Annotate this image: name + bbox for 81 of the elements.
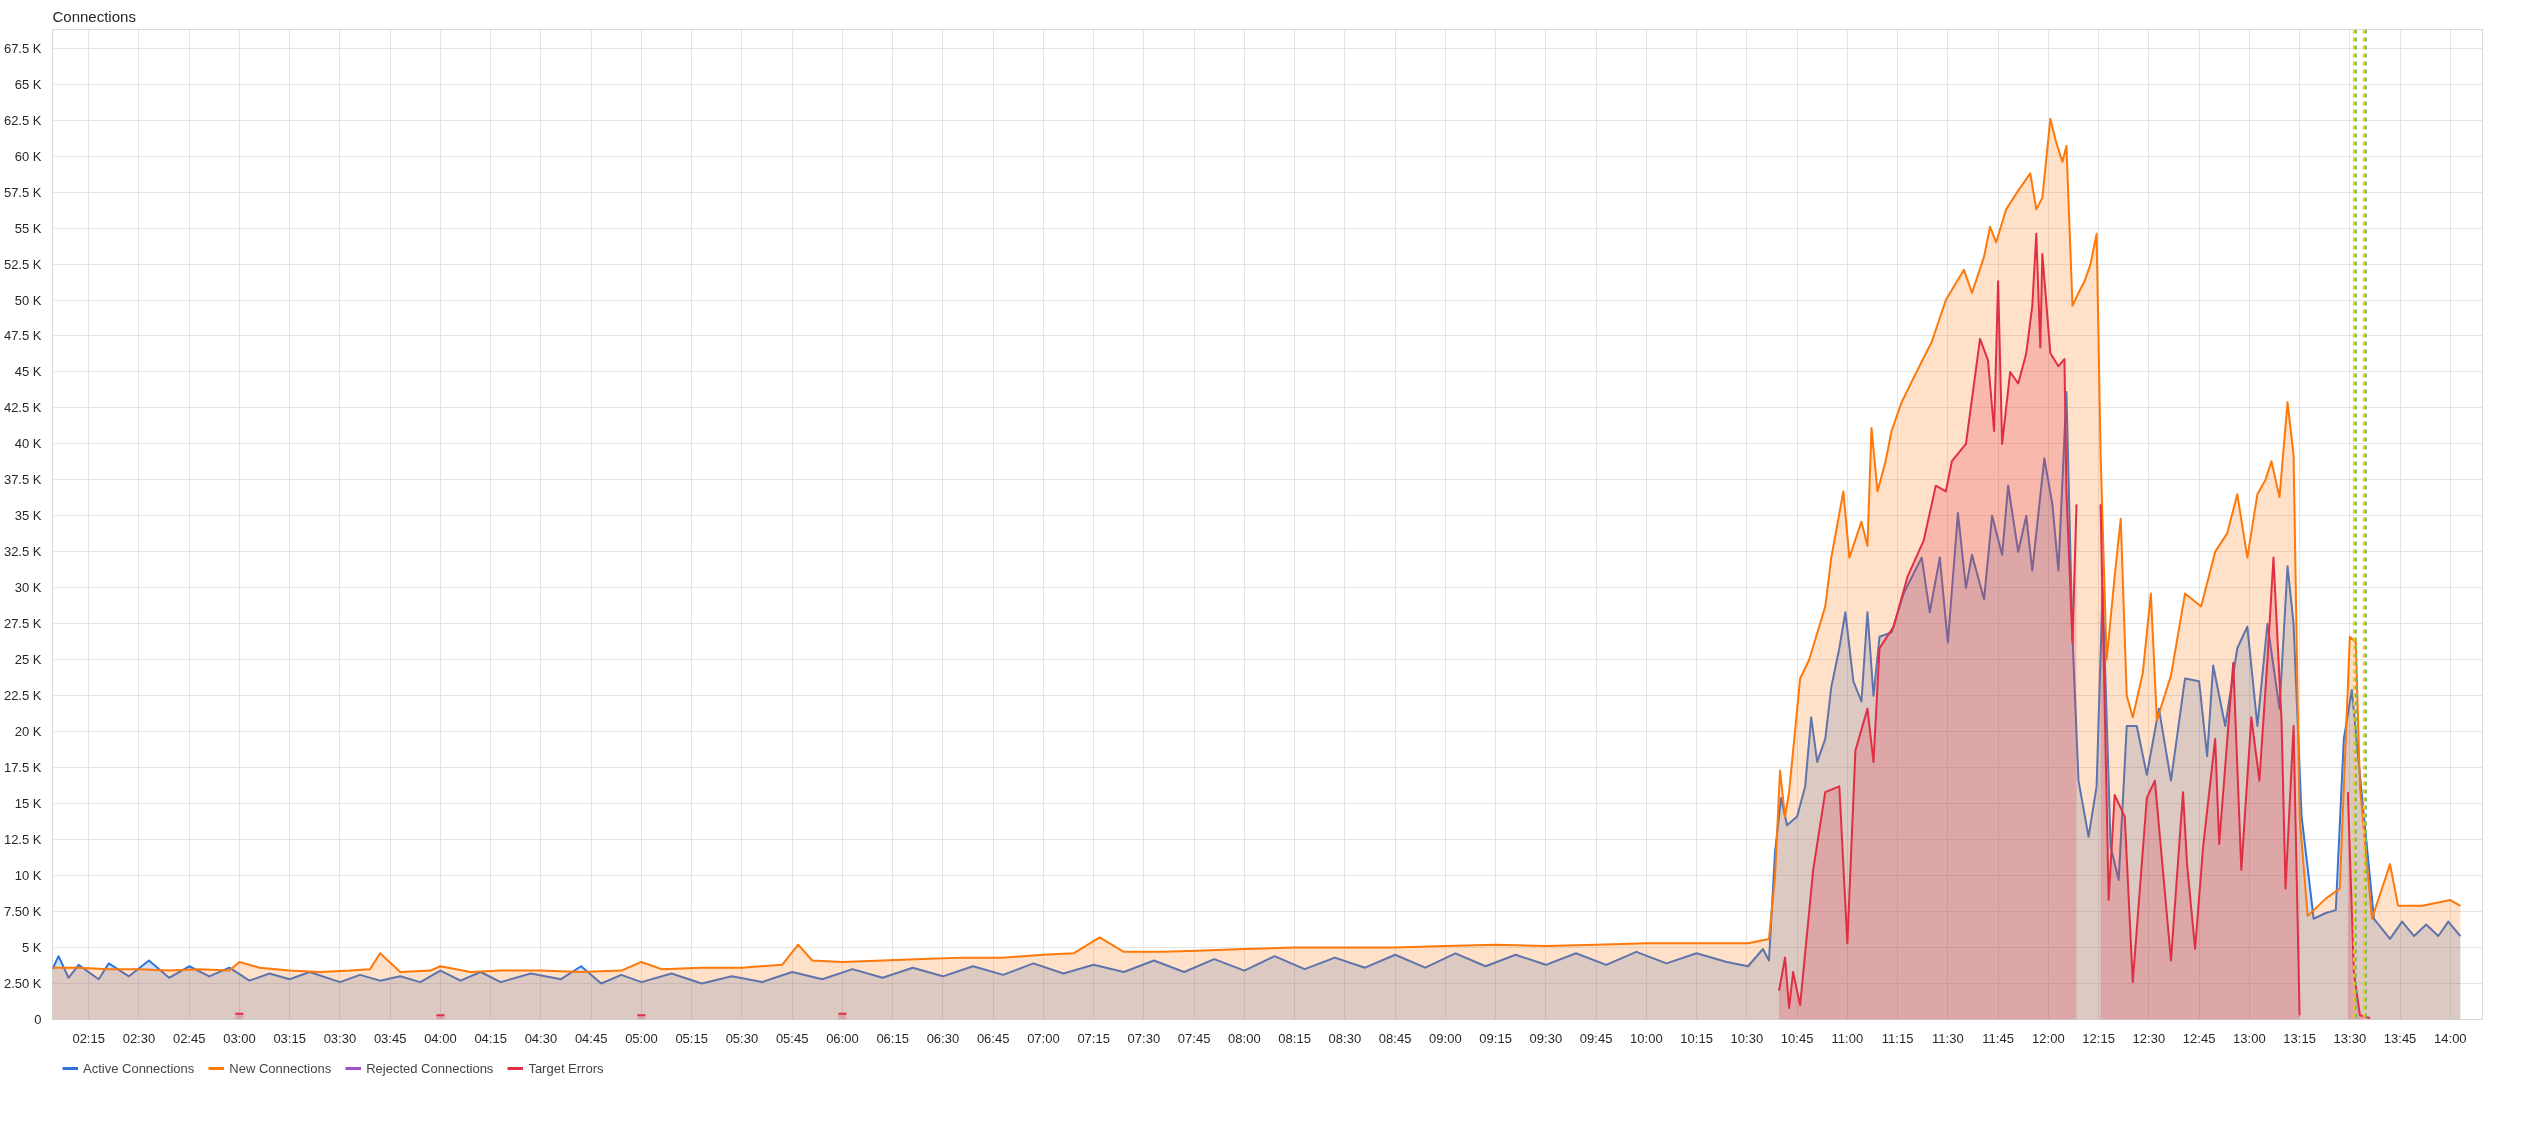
x-tick-label: 03:15 bbox=[273, 1030, 306, 1046]
y-tick-label: 65 K bbox=[14, 76, 42, 92]
x-tick-label: 03:45 bbox=[373, 1030, 407, 1046]
x-tick-label: 03:00 bbox=[223, 1030, 256, 1046]
y-tick-label: 50 K bbox=[14, 292, 42, 308]
x-tick-label: 08:00 bbox=[1228, 1030, 1261, 1046]
x-tick-label: 09:15 bbox=[1479, 1030, 1512, 1046]
x-tick-label: 07:30 bbox=[1127, 1030, 1161, 1046]
x-tick-label: 07:15 bbox=[1077, 1030, 1110, 1046]
x-tick-label: 07:00 bbox=[1027, 1030, 1060, 1046]
y-tick-label: 35 K bbox=[14, 508, 42, 524]
chart-title: Connections bbox=[52, 7, 136, 25]
y-tick-label: 40 K bbox=[14, 436, 42, 452]
x-tick-label: 02:45 bbox=[172, 1030, 206, 1046]
x-tick-label: 08:45 bbox=[1378, 1030, 1412, 1046]
x-tick-label: 13:15 bbox=[2283, 1030, 2316, 1046]
x-tick-label: 11:00 bbox=[1831, 1030, 1864, 1046]
legend-label: New Connections bbox=[229, 1060, 332, 1076]
x-tick-label: 04:00 bbox=[424, 1030, 457, 1046]
x-tick-label: 02:30 bbox=[122, 1030, 156, 1046]
x-tick-label: 05:45 bbox=[775, 1030, 809, 1046]
x-tick-label: 09:00 bbox=[1429, 1030, 1462, 1046]
y-tick-label: 22.5 K bbox=[3, 688, 42, 704]
x-tick-label: 06:30 bbox=[926, 1030, 960, 1046]
y-tick-label: 2.50 K bbox=[3, 976, 42, 992]
x-tick-label: 04:45 bbox=[574, 1030, 608, 1046]
x-tick-label: 04:30 bbox=[524, 1030, 558, 1046]
legend-label: Active Connections bbox=[83, 1060, 195, 1076]
x-tick-label: 14:00 bbox=[2434, 1030, 2467, 1046]
x-tick-label: 12:15 bbox=[2082, 1030, 2115, 1046]
y-tick-label: 7.50 K bbox=[3, 904, 42, 920]
y-tick-label: 60 K bbox=[14, 148, 42, 164]
x-tick-label: 07:45 bbox=[1177, 1030, 1211, 1046]
x-tick-label: 04:15 bbox=[474, 1030, 507, 1046]
x-tick-label: 12:30 bbox=[2132, 1030, 2166, 1046]
x-tick-label: 10:45 bbox=[1780, 1030, 1814, 1046]
y-tick-label: 17.5 K bbox=[3, 760, 42, 776]
y-tick-label: 32.5 K bbox=[3, 544, 42, 560]
y-tick-label: 52.5 K bbox=[3, 256, 42, 272]
legend-label: Rejected Connections bbox=[366, 1060, 494, 1076]
x-tick-label: 08:30 bbox=[1328, 1030, 1362, 1046]
y-tick-label: 15 K bbox=[14, 796, 42, 812]
y-tick-label: 0 bbox=[34, 1012, 42, 1027]
y-tick-label: 67.5 K bbox=[3, 40, 42, 56]
x-tick-label: 13:00 bbox=[2233, 1030, 2266, 1046]
x-tick-label: 13:45 bbox=[2383, 1030, 2417, 1046]
x-tick-label: 05:30 bbox=[725, 1030, 759, 1046]
x-tick-label: 06:45 bbox=[976, 1030, 1010, 1046]
x-tick-label: 08:15 bbox=[1278, 1030, 1311, 1046]
y-tick-label: 55 K bbox=[14, 220, 42, 236]
y-tick-label: 5 K bbox=[21, 940, 42, 956]
x-tick-label: 05:00 bbox=[625, 1030, 658, 1046]
x-tick-label: 11:30 bbox=[1932, 1030, 1964, 1046]
y-tick-label: 47.5 K bbox=[3, 328, 42, 344]
x-tick-label: 13:30 bbox=[2333, 1030, 2367, 1046]
x-tick-label: 09:30 bbox=[1529, 1030, 1563, 1046]
y-tick-label: 57.5 K bbox=[3, 184, 42, 200]
y-tick-label: 30 K bbox=[14, 580, 42, 596]
x-tick-label: 06:15 bbox=[876, 1030, 909, 1046]
y-tick-label: 45 K bbox=[14, 364, 42, 380]
x-tick-label: 09:45 bbox=[1579, 1030, 1613, 1046]
x-tick-label: 11:45 bbox=[1982, 1030, 2014, 1046]
x-tick-label: 12:45 bbox=[2182, 1030, 2216, 1046]
x-tick-label: 02:15 bbox=[72, 1030, 105, 1046]
x-tick-label: 03:30 bbox=[323, 1030, 357, 1046]
y-tick-label: 27.5 K bbox=[3, 616, 42, 632]
y-tick-label: 62.5 K bbox=[3, 112, 42, 128]
x-tick-label: 12:00 bbox=[2032, 1030, 2065, 1046]
y-tick-label: 42.5 K bbox=[3, 400, 42, 416]
y-tick-label: 37.5 K bbox=[3, 472, 42, 488]
y-tick-label: 12.5 K bbox=[3, 832, 42, 848]
x-tick-label: 10:00 bbox=[1630, 1030, 1663, 1046]
x-tick-label: 11:15 bbox=[1881, 1030, 1914, 1046]
y-tick-label: 10 K bbox=[14, 868, 42, 884]
x-tick-label: 06:00 bbox=[826, 1030, 859, 1046]
x-tick-label: 10:15 bbox=[1680, 1030, 1713, 1046]
y-tick-label: 25 K bbox=[14, 652, 42, 668]
x-tick-label: 10:30 bbox=[1730, 1030, 1764, 1046]
y-tick-label: 20 K bbox=[14, 724, 42, 740]
x-tick-label: 05:15 bbox=[675, 1030, 708, 1046]
legend-label: Target Errors bbox=[528, 1060, 604, 1076]
